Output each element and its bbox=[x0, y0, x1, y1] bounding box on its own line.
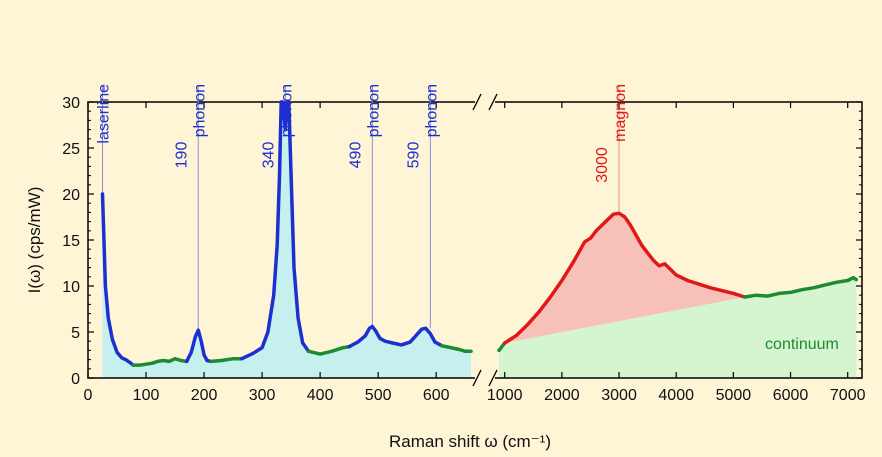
x-tick-label-0: 0 bbox=[84, 387, 93, 404]
x-tick-label-100: 100 bbox=[133, 387, 160, 404]
axis-break-gap-0 bbox=[475, 372, 495, 384]
x-tick-label-2000: 2000 bbox=[544, 387, 580, 404]
y-tick-label-30: 30 bbox=[62, 95, 80, 112]
series-line-phonon-6 bbox=[347, 324, 444, 349]
x-tick-label-4000: 4000 bbox=[658, 387, 694, 404]
chart-labels: laserline phonon phonon phonon phonon magnon 1… bbox=[96, 84, 839, 353]
series-line-continuum-5 bbox=[306, 344, 351, 356]
series-line-continuum-1 bbox=[131, 356, 189, 367]
series-line-continuum-10 bbox=[743, 275, 859, 299]
x-tick-label-3000: 3000 bbox=[601, 387, 637, 404]
x-tick-label-7000: 7000 bbox=[830, 387, 866, 404]
x-tick-label-500: 500 bbox=[365, 387, 392, 404]
axis-break-slash-a-0 bbox=[472, 369, 482, 387]
y-tick-label-20: 20 bbox=[62, 187, 80, 204]
series-line-phonon-2 bbox=[184, 328, 213, 364]
area-fills bbox=[102, 102, 857, 378]
top-label-5: magnon bbox=[612, 84, 629, 142]
top-label-2: phonon bbox=[278, 84, 295, 137]
x-tick-label-300: 300 bbox=[249, 387, 276, 404]
y-tick-label-0: 0 bbox=[71, 371, 80, 388]
y-tick-label-5: 5 bbox=[71, 325, 80, 342]
annotation-continuum: continuum bbox=[765, 336, 839, 353]
x-tick-label-200: 200 bbox=[191, 387, 218, 404]
magnon-area-fill bbox=[504, 213, 745, 344]
top-label-4: phonon bbox=[423, 84, 440, 137]
series-line-magnon-9 bbox=[502, 211, 747, 345]
x-tick-label-600: 600 bbox=[423, 387, 450, 404]
peak-label-340: 340 bbox=[260, 142, 277, 169]
x-axis-title: Raman shift ω (cm⁻¹) bbox=[389, 432, 551, 451]
y-tick-label-10: 10 bbox=[62, 279, 80, 296]
y-tick-label-25: 25 bbox=[62, 141, 80, 158]
axis-break-gap-1 bbox=[475, 96, 495, 108]
top-label-3: phonon bbox=[365, 84, 382, 137]
series-line-phonon-0 bbox=[100, 192, 136, 367]
series-line-continuum-3 bbox=[209, 356, 244, 364]
axis-break-slash-b-1 bbox=[488, 93, 498, 111]
series-line-continuum-7 bbox=[440, 344, 473, 354]
top-label-0: laserline bbox=[96, 84, 113, 144]
x-tick-label-1000: 1000 bbox=[487, 387, 523, 404]
axis-break-slash-a-1 bbox=[472, 93, 482, 111]
y-tick-label-15: 15 bbox=[62, 233, 80, 250]
phonon-area-fill bbox=[102, 102, 472, 378]
x-tick-label-6000: 6000 bbox=[773, 387, 809, 404]
x-tick-label-5000: 5000 bbox=[716, 387, 752, 404]
peak-label-490: 490 bbox=[347, 142, 364, 169]
axis-break bbox=[472, 93, 498, 387]
peak-label-190: 190 bbox=[173, 142, 190, 169]
top-label-1: phonon bbox=[191, 84, 208, 137]
continuum-area-fill bbox=[499, 277, 857, 378]
peak-label-3000: 3000 bbox=[594, 147, 611, 183]
x-tick-label-400: 400 bbox=[307, 387, 334, 404]
y-axis-title: I(ω) (cps/mW) bbox=[25, 187, 44, 294]
peak-label-590: 590 bbox=[405, 142, 422, 169]
axis-break-slash-b-0 bbox=[488, 369, 498, 387]
data-series bbox=[100, 100, 859, 367]
series-line-phonon-4 bbox=[240, 100, 311, 361]
